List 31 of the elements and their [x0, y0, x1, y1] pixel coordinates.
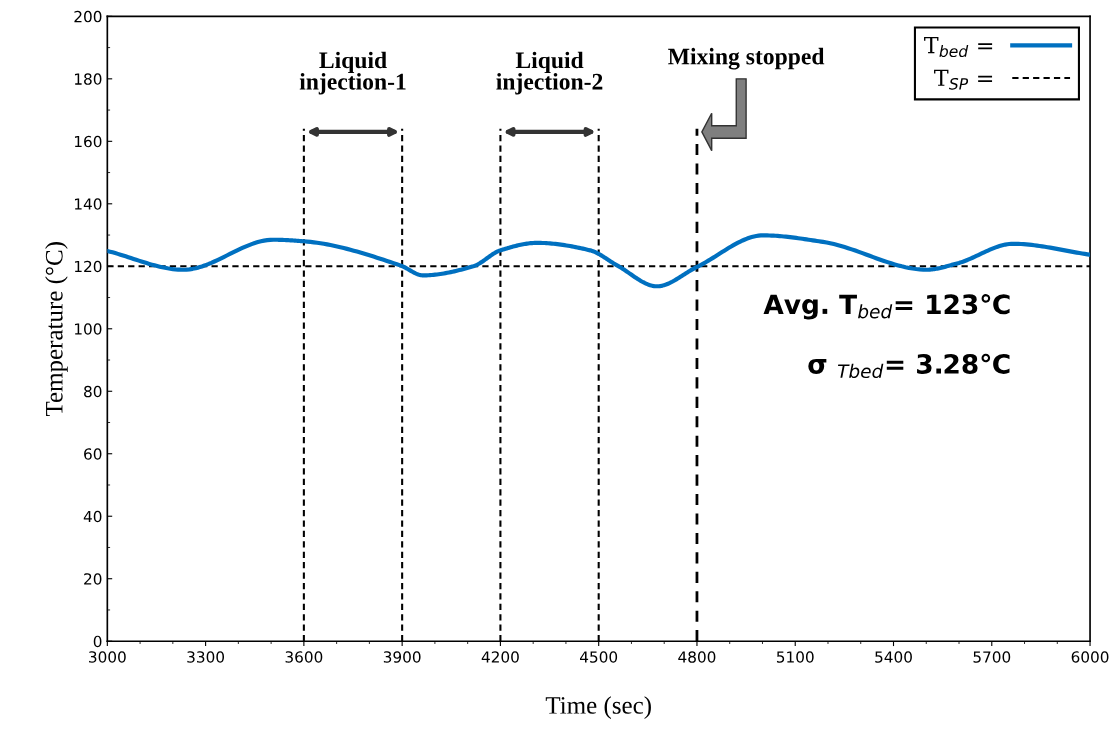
y-tick-label: 20	[84, 573, 102, 585]
x-tick-label: 3600	[285, 651, 323, 663]
annotation: Avg. T$_{bed}$= 123℃	[763, 294, 1010, 320]
annotation: Liquid injection-2	[496, 51, 603, 95]
y-tick-label: 160	[74, 135, 102, 148]
y-tick-label: 140	[74, 198, 102, 210]
x-tick-label: 5100	[776, 651, 814, 663]
y-tick-label: 120	[74, 260, 102, 273]
legend-label: T$_{bed}$ =	[924, 37, 993, 58]
y-tick-label: 60	[84, 448, 102, 460]
annotation: Liquid injection-1	[299, 51, 406, 95]
y-tick-label: 180	[74, 73, 102, 85]
y-tick-label: 40	[83, 510, 102, 523]
x-tick-label: 3900	[383, 651, 421, 663]
x-axis-title: Time (sec)	[545, 696, 651, 719]
x-tick-label: 4500	[580, 651, 618, 663]
ref-line-label: Mixing stopped	[668, 47, 825, 70]
x-tick-label: 3000	[89, 651, 126, 663]
y-tick-label: 100	[74, 323, 102, 335]
x-tick-label: 5700	[973, 651, 1011, 663]
y-tick-label: 80	[84, 385, 102, 398]
legend-label: T$_{SP}$ =	[934, 69, 993, 90]
x-tick-label: 6000	[1071, 651, 1109, 663]
x-tick-label: 3300	[187, 651, 225, 663]
x-tick-label: 4200	[481, 651, 519, 663]
y-tick-label: 0	[93, 635, 102, 648]
y-axis-title: Temperature (°C)	[45, 242, 68, 417]
x-tick-label: 4800	[678, 651, 716, 663]
x-tick-label: 5400	[875, 651, 912, 663]
annotation: σ $_{Tbed}$= 3.28℃	[808, 353, 1010, 379]
y-tick-label: 200	[74, 10, 102, 23]
